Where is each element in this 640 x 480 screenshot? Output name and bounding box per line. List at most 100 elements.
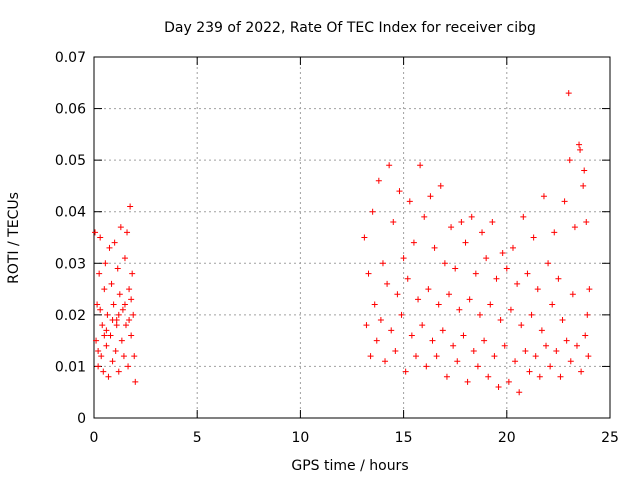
data-point	[130, 311, 137, 318]
data-point	[577, 146, 584, 153]
data-point	[431, 244, 438, 251]
data-point	[103, 327, 110, 334]
data-point	[532, 353, 539, 360]
data-point	[121, 301, 128, 308]
data-point	[518, 322, 525, 329]
data-point	[536, 373, 543, 380]
data-point	[495, 384, 502, 391]
data-point	[128, 296, 135, 303]
data-point	[505, 378, 512, 385]
data-point	[435, 301, 442, 308]
data-point	[501, 342, 508, 349]
data-point	[454, 358, 461, 365]
data-point	[382, 358, 389, 365]
data-point	[441, 260, 448, 267]
data-point	[583, 219, 590, 226]
data-point	[126, 317, 133, 324]
data-point	[118, 337, 125, 344]
data-point	[566, 157, 573, 164]
x-axis-label: GPS time / hours	[291, 458, 408, 474]
data-point	[567, 358, 574, 365]
data-point	[417, 162, 424, 169]
data-point	[446, 291, 453, 298]
x-tick-label: 25	[601, 430, 619, 446]
data-point	[419, 322, 426, 329]
data-point	[466, 296, 473, 303]
data-point	[375, 177, 382, 184]
data-point	[96, 270, 103, 277]
data-point	[476, 311, 483, 318]
data-point	[489, 219, 496, 226]
data-point	[115, 368, 122, 375]
data-point	[95, 347, 102, 354]
data-point	[421, 213, 428, 220]
data-point	[499, 249, 506, 256]
y-tick-label: 0.07	[55, 50, 86, 66]
data-point	[127, 203, 134, 210]
y-tick-label: 0	[77, 411, 86, 427]
data-point	[92, 229, 99, 236]
data-point	[129, 270, 136, 277]
data-point	[371, 301, 378, 308]
data-point	[125, 363, 132, 370]
data-point	[584, 311, 591, 318]
data-point	[105, 373, 112, 380]
x-tick-label: 5	[193, 430, 202, 446]
data-points	[92, 90, 593, 396]
data-point	[479, 229, 486, 236]
data-point	[585, 353, 592, 360]
data-point	[369, 208, 376, 215]
data-point	[113, 322, 120, 329]
data-point	[551, 229, 558, 236]
data-point	[507, 306, 514, 313]
grid	[94, 57, 610, 418]
x-tick-labels: 0 5 10 15 20 25	[90, 430, 619, 446]
data-point	[363, 322, 370, 329]
data-point	[514, 280, 521, 287]
data-point	[379, 260, 386, 267]
data-point	[565, 90, 572, 97]
data-point	[526, 368, 533, 375]
data-point	[569, 291, 576, 298]
data-point	[462, 239, 469, 246]
data-point	[384, 280, 391, 287]
data-point	[580, 182, 587, 189]
data-point	[104, 311, 111, 318]
data-point	[470, 347, 477, 354]
data-point	[98, 353, 105, 360]
data-point	[412, 353, 419, 360]
data-point	[110, 301, 117, 308]
data-point	[503, 265, 510, 272]
data-point	[543, 342, 550, 349]
data-point	[456, 306, 463, 313]
y-tick-label: 0.02	[55, 308, 86, 324]
data-point	[126, 286, 133, 293]
data-point	[512, 358, 519, 365]
data-point	[549, 301, 556, 308]
ticks	[93, 56, 611, 419]
data-point	[576, 141, 583, 148]
data-point	[122, 322, 129, 329]
data-point	[578, 368, 585, 375]
data-point	[121, 255, 128, 262]
data-point	[128, 332, 135, 339]
data-point	[388, 327, 395, 334]
y-tick-label: 0.06	[55, 102, 86, 118]
data-point	[553, 347, 560, 354]
plot-frame	[93, 56, 611, 419]
data-point	[99, 322, 106, 329]
data-point	[103, 342, 110, 349]
data-point	[108, 280, 115, 287]
data-point	[398, 311, 405, 318]
data-point	[101, 286, 108, 293]
data-point	[483, 255, 490, 262]
data-point	[109, 317, 116, 324]
data-point	[116, 291, 123, 298]
data-point	[581, 167, 588, 174]
data-point	[117, 224, 124, 231]
data-point	[586, 286, 593, 293]
data-point	[396, 188, 403, 195]
data-point	[102, 260, 109, 267]
data-point	[106, 244, 113, 251]
